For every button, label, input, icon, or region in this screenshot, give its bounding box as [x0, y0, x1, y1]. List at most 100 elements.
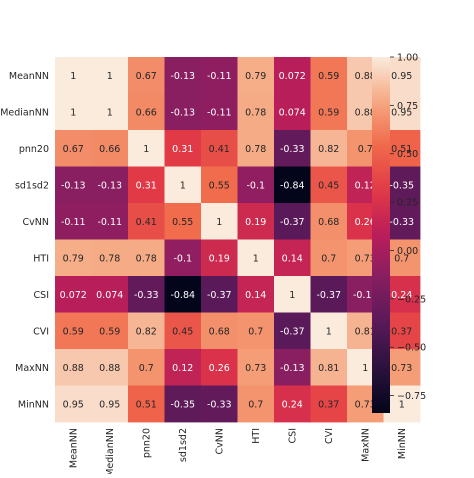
- cell-annotation: 0.45: [172, 326, 193, 337]
- column-label-pnn20: pnn20: [141, 428, 152, 458]
- cell-annotation: 0.41: [136, 217, 157, 228]
- cell-annotation: -0.1: [173, 253, 192, 264]
- row-label-meannn: MeanNN: [9, 71, 49, 82]
- cell-annotation: -0.37: [280, 217, 305, 228]
- colorbar-tick-label: 0.50: [397, 149, 418, 160]
- cell-annotation: -0.11: [207, 107, 232, 118]
- cell-annotation: -0.37: [280, 326, 305, 337]
- cell-annotation: 0.66: [99, 144, 120, 155]
- column-label-cvi: CVI: [324, 428, 335, 444]
- cell-annotation: 0.67: [136, 71, 157, 82]
- cell-annotation: 1: [107, 71, 113, 82]
- cell-annotation: -0.84: [170, 290, 195, 301]
- row-label-maxnn: MaxNN: [15, 363, 49, 374]
- row-label-cvnn: CvNN: [23, 217, 49, 228]
- row-label-minnn: MinNN: [18, 399, 49, 410]
- cell-annotation: 1: [253, 253, 259, 264]
- cell-annotation: -0.84: [280, 180, 305, 191]
- column-label-sd1sd2: sd1sd2: [178, 428, 189, 462]
- cell-annotation: -0.37: [207, 290, 232, 301]
- row-label-cvi: CVI: [33, 326, 49, 337]
- cell-annotation: 0.14: [282, 253, 303, 264]
- cell-annotation: 0.074: [96, 290, 123, 301]
- cell-annotation: 0.19: [245, 217, 266, 228]
- cell-annotation: 0.68: [318, 217, 339, 228]
- column-label-minnn: MinNN: [397, 428, 408, 459]
- cell-annotation: 0.59: [318, 107, 339, 118]
- cell-annotation: 0.95: [99, 399, 120, 410]
- row-labels: MeanNNMedianNNpnn20sd1sd2CvNNHTICSICVIMa…: [0, 71, 49, 411]
- row-label-sd1sd2: sd1sd2: [15, 180, 49, 191]
- cell-annotation: -0.1: [246, 180, 265, 191]
- cell-annotation: 0.7: [321, 253, 336, 264]
- cell-annotation: -0.13: [97, 180, 122, 191]
- cell-annotation: 0.45: [318, 180, 339, 191]
- colorbar-gradient: [372, 57, 390, 413]
- colorbar-tick-label: 0.75: [397, 101, 418, 112]
- column-label-csi: CSI: [287, 428, 298, 443]
- cell-annotation: 0.37: [391, 326, 412, 337]
- row-label-hti: HTI: [33, 253, 49, 264]
- cell-annotation: 0.95: [63, 399, 84, 410]
- cell-annotation: 1: [326, 326, 332, 337]
- cell-annotation: 0.7: [139, 363, 154, 374]
- cell-annotation: 0.41: [209, 144, 230, 155]
- cell-annotation: 0.55: [209, 180, 230, 191]
- cell-annotation: 0.12: [172, 363, 193, 374]
- cell-annotation: 1: [180, 180, 186, 191]
- cell-annotation: 0.55: [172, 217, 193, 228]
- cell-annotation: 0.24: [282, 399, 303, 410]
- cell-annotation: 0.31: [136, 180, 157, 191]
- colorbar-tick-label: 1.00: [397, 53, 418, 64]
- cell-annotation: 0.51: [136, 399, 157, 410]
- colorbar-tick-label: 0.00: [397, 246, 418, 257]
- cell-annotation: 0.31: [172, 144, 193, 155]
- cell-annotation: 0.7: [358, 144, 373, 155]
- cell-annotation: 1: [216, 217, 222, 228]
- cell-annotation: -0.33: [389, 217, 414, 228]
- cell-annotation: 0.79: [63, 253, 84, 264]
- cell-annotation: -0.33: [134, 290, 159, 301]
- cell-annotation: -0.11: [97, 217, 122, 228]
- cell-annotation: 0.81: [318, 363, 339, 374]
- cell-annotation: -0.13: [61, 180, 86, 191]
- cell-annotation: 1: [362, 363, 368, 374]
- cell-annotation: 0.73: [245, 363, 266, 374]
- cell-annotation: 0.072: [279, 71, 306, 82]
- column-label-meannn: MeanNN: [68, 428, 79, 468]
- cell-annotation: 0.78: [99, 253, 120, 264]
- cell-annotation: 0.14: [245, 290, 266, 301]
- cell-annotation: 1: [107, 107, 113, 118]
- cell-annotation: 0.59: [99, 326, 120, 337]
- cell-annotation: 1: [143, 144, 149, 155]
- cell-annotation: 1: [289, 290, 295, 301]
- cell-annotation: 1: [70, 107, 76, 118]
- cell-annotation: 0.78: [136, 253, 157, 264]
- colorbar-tick-label: −0.50: [397, 343, 426, 354]
- cell-annotation: -0.13: [170, 71, 195, 82]
- column-label-mediannn: MedianNN: [105, 428, 116, 474]
- column-label-hti: HTI: [251, 428, 262, 444]
- cell-annotation: 0.59: [63, 326, 84, 337]
- cell-annotation: 0.78: [245, 107, 266, 118]
- cell-annotation: 0.88: [63, 363, 84, 374]
- cell-annotation: 0.82: [136, 326, 157, 337]
- cell-annotation: -0.33: [280, 144, 305, 155]
- cell-annotation: -0.35: [389, 180, 414, 191]
- cell-annotation: 1: [70, 71, 76, 82]
- cell-annotation: 0.59: [318, 71, 339, 82]
- colorbar-tick-label: −0.75: [397, 391, 426, 402]
- cell-annotation: 0.7: [248, 326, 263, 337]
- cell-annotation: -0.35: [170, 399, 195, 410]
- colorbar-tick-label: −0.25: [397, 294, 426, 305]
- row-label-mediannn: MedianNN: [0, 107, 49, 118]
- cell-annotation: 0.67: [63, 144, 84, 155]
- cell-annotation: 0.26: [209, 363, 230, 374]
- cell-annotation: -0.11: [207, 71, 232, 82]
- cell-annotation: 0.68: [209, 326, 230, 337]
- row-label-pnn20: pnn20: [19, 144, 49, 155]
- cell-annotation: 0.19: [209, 253, 230, 264]
- cell-annotation: -0.13: [280, 363, 305, 374]
